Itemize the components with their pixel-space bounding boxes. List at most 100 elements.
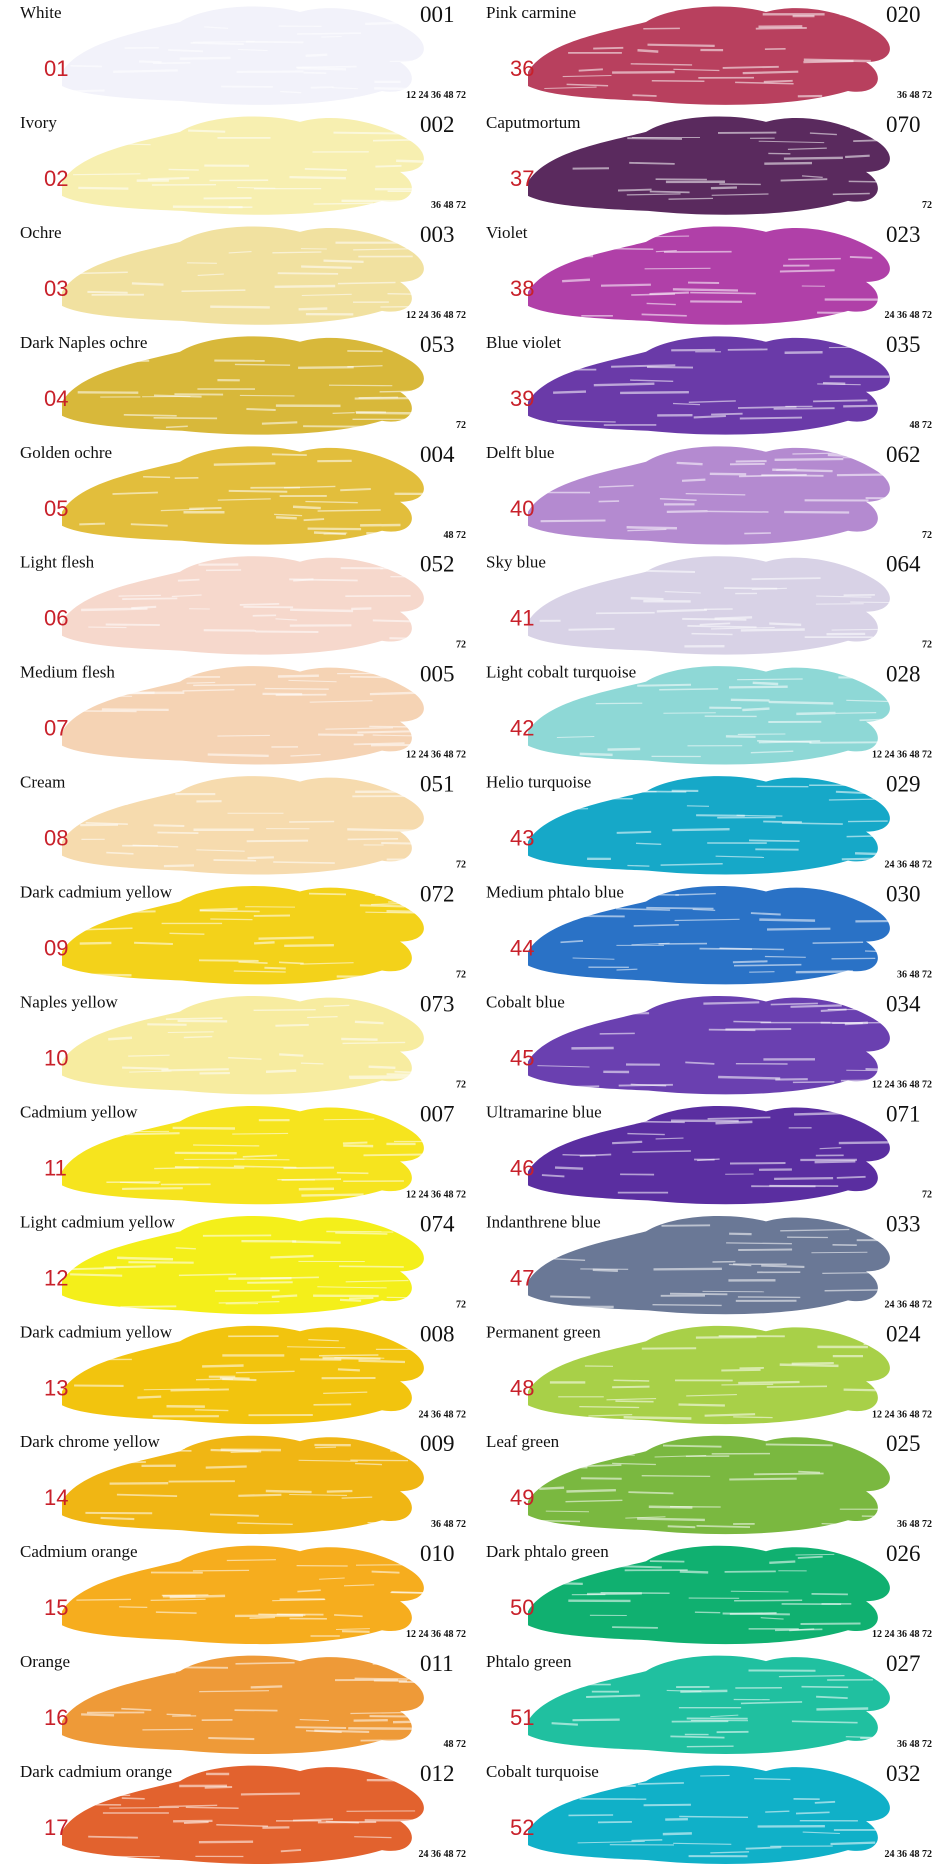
- brush-stroke: [714, 616, 753, 620]
- brush-stroke: [226, 1559, 276, 1562]
- brush-stroke: [625, 1516, 666, 1519]
- brush-stroke: [188, 129, 226, 133]
- available-sizes: 24 36 48 72: [885, 1849, 933, 1860]
- brush-stroke: [764, 955, 806, 958]
- brush-stroke: [586, 1694, 641, 1699]
- brush-stroke: [697, 1158, 720, 1162]
- color-code: 028: [886, 662, 921, 687]
- swatch: [528, 1215, 890, 1315]
- brush-stroke: [572, 1718, 620, 1722]
- brush-stroke: [292, 505, 321, 510]
- available-sizes: 12 24 36 48 72: [406, 1189, 466, 1200]
- brush-stroke: [152, 62, 191, 65]
- brush-stroke: [276, 516, 297, 520]
- brush-stroke: [778, 1675, 845, 1678]
- brush-stroke: [783, 156, 843, 160]
- brush-stroke: [541, 1174, 565, 1178]
- color-code: 053: [420, 332, 455, 357]
- brush-stroke: [854, 852, 886, 856]
- brush-stroke: [748, 839, 800, 843]
- color-name: Dark cadmium yellow: [20, 1322, 173, 1341]
- brush-stroke: [326, 1489, 353, 1493]
- brush-stroke: [787, 147, 827, 150]
- brush-stroke: [659, 497, 697, 501]
- swatch-cell: Ochre 003 03 12 24 36 48 72: [20, 222, 466, 325]
- brush-stroke: [207, 753, 269, 758]
- brush-stroke: [672, 828, 730, 832]
- brush-stroke: [186, 262, 217, 264]
- brush-stroke: [189, 506, 222, 510]
- color-code: 052: [420, 552, 455, 577]
- brush-stroke: [245, 40, 304, 44]
- available-sizes: 72: [922, 640, 932, 651]
- brush-stroke: [192, 41, 255, 43]
- brush-stroke: [353, 742, 405, 746]
- color-code: 070: [886, 112, 921, 137]
- brush-stroke: [332, 87, 358, 90]
- brush-stroke: [216, 1824, 269, 1827]
- color-name: Sky blue: [486, 553, 546, 572]
- brush-stroke: [637, 49, 659, 53]
- brush-stroke: [692, 908, 716, 912]
- color-code: 074: [420, 1211, 455, 1236]
- swatch-cell: Caputmortum 070 37 72: [486, 112, 932, 215]
- brush-stroke: [822, 381, 846, 385]
- brush-stroke: [198, 1840, 254, 1844]
- available-sizes: 72: [922, 200, 932, 211]
- brush-stroke: [597, 1821, 632, 1824]
- brush-stroke: [794, 1111, 848, 1116]
- brush-stroke: [369, 1715, 430, 1718]
- brush-stroke: [341, 1496, 373, 1499]
- brush-stroke: [131, 605, 157, 610]
- brush-stroke: [830, 1841, 876, 1846]
- brush-stroke: [550, 138, 586, 141]
- brush-stroke: [396, 159, 441, 164]
- brush-stroke: [347, 828, 415, 832]
- brush-stroke: [247, 856, 274, 860]
- color-code: 051: [420, 772, 455, 797]
- color-name: Caputmortum: [486, 113, 580, 132]
- brush-stroke: [323, 1391, 368, 1395]
- brush-stroke: [693, 414, 726, 419]
- brush-stroke: [662, 1444, 722, 1448]
- color-number: 11: [44, 1155, 67, 1180]
- brush-stroke: [626, 526, 678, 530]
- brush-stroke: [673, 1842, 732, 1845]
- brush-stroke: [358, 1359, 406, 1364]
- brush-stroke: [287, 1346, 346, 1349]
- brush-stroke: [859, 718, 897, 722]
- brush-stroke: [349, 1077, 414, 1080]
- brush-stroke: [656, 608, 707, 613]
- brush-stroke: [371, 1570, 400, 1574]
- brush-stroke: [626, 193, 681, 196]
- brush-stroke: [354, 397, 424, 400]
- available-sizes: 48 72: [444, 530, 467, 541]
- brush-stroke: [631, 1839, 663, 1842]
- swatch-cell: Sky blue 064 41 72: [486, 552, 932, 655]
- color-number: 15: [44, 1595, 68, 1620]
- swatch-cell: Dark chrome yellow 009 14 36 48 72: [20, 1431, 466, 1535]
- color-code: 007: [420, 1101, 455, 1126]
- brush-stroke: [88, 1835, 138, 1839]
- swatch-cell: Cadmium yellow 007 11 12 24 36 48 72: [20, 1101, 466, 1205]
- color-name: Light cobalt turquoise: [486, 663, 636, 682]
- brush-stroke: [279, 1053, 304, 1057]
- color-number: 16: [44, 1705, 68, 1730]
- brush-stroke: [554, 1166, 584, 1170]
- brush-stroke: [292, 1240, 341, 1244]
- brush-stroke: [809, 132, 837, 136]
- available-sizes: 36 48 72: [897, 970, 932, 981]
- brush-stroke: [170, 1388, 229, 1392]
- brush-stroke: [669, 1292, 728, 1296]
- brush-stroke: [258, 1613, 306, 1616]
- brush-stroke: [366, 531, 410, 536]
- brush-stroke: [755, 26, 807, 30]
- brush-stroke: [79, 522, 105, 526]
- swatch-cell: Cobalt turquoise 032 52 24 36 48 72: [486, 1761, 932, 1864]
- brush-stroke: [553, 390, 587, 394]
- brush-stroke: [204, 1785, 233, 1789]
- color-code: 035: [886, 332, 921, 357]
- color-number: 44: [510, 936, 534, 961]
- brush-stroke: [239, 603, 280, 606]
- color-code: 001: [420, 2, 455, 27]
